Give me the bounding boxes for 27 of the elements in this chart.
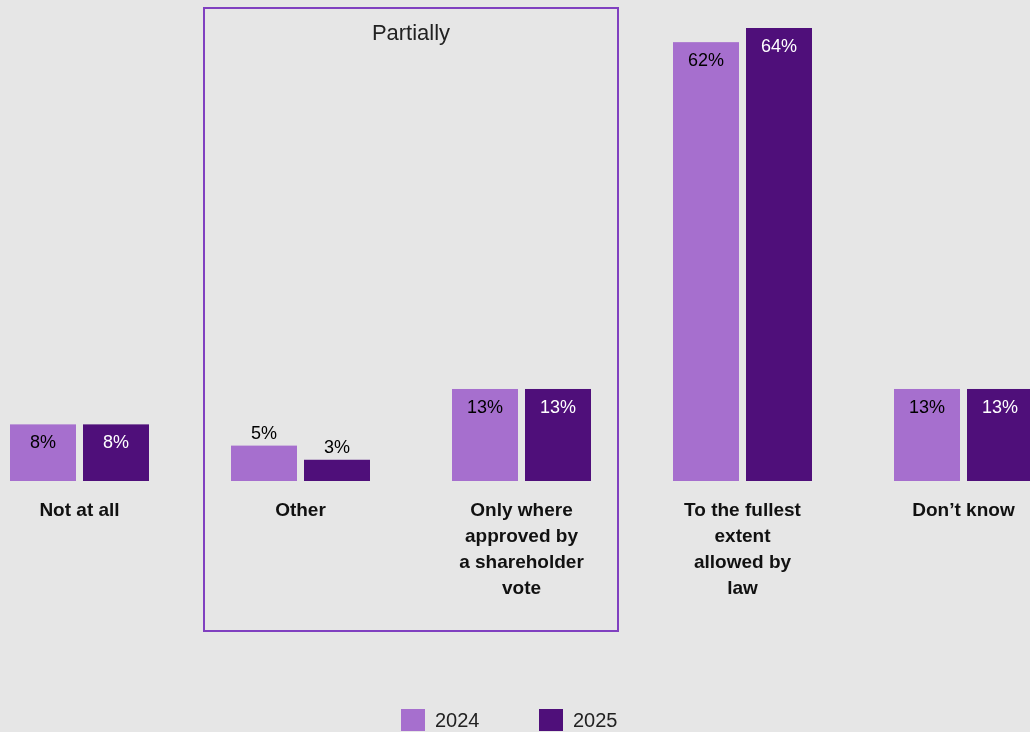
- legend-label: 2025: [573, 709, 618, 731]
- data-label: 5%: [250, 422, 278, 443]
- data-label: 8%: [29, 432, 57, 453]
- bar: [83, 424, 149, 481]
- data-label: 3%: [323, 436, 351, 457]
- data-label: 13%: [981, 396, 1019, 417]
- x-tick-label: Don’t know: [912, 499, 1015, 520]
- legend-label: 2024: [435, 709, 480, 731]
- x-tick-label: Not at all: [39, 499, 120, 520]
- bar: [894, 388, 960, 481]
- bar: [452, 388, 518, 481]
- data-label: 13%: [539, 396, 577, 417]
- bar: [10, 424, 76, 481]
- data-label: 64%: [760, 36, 798, 56]
- bar: [673, 42, 739, 481]
- annotation: Partially: [371, 20, 451, 45]
- x-tick-label: Other: [275, 499, 327, 520]
- data-label: 13%: [908, 396, 946, 417]
- data-label: 13%: [466, 396, 504, 417]
- bar: [304, 459, 370, 481]
- bar: [746, 28, 812, 481]
- bar: [525, 388, 591, 481]
- data-label: 62%: [687, 50, 725, 71]
- data-label: 8%: [102, 432, 130, 453]
- bar: [231, 445, 297, 481]
- x-tick-label: Only where approved by a shareholder vote: [459, 499, 585, 598]
- x-tick-label: To the fullest extent allowed by law: [684, 499, 802, 598]
